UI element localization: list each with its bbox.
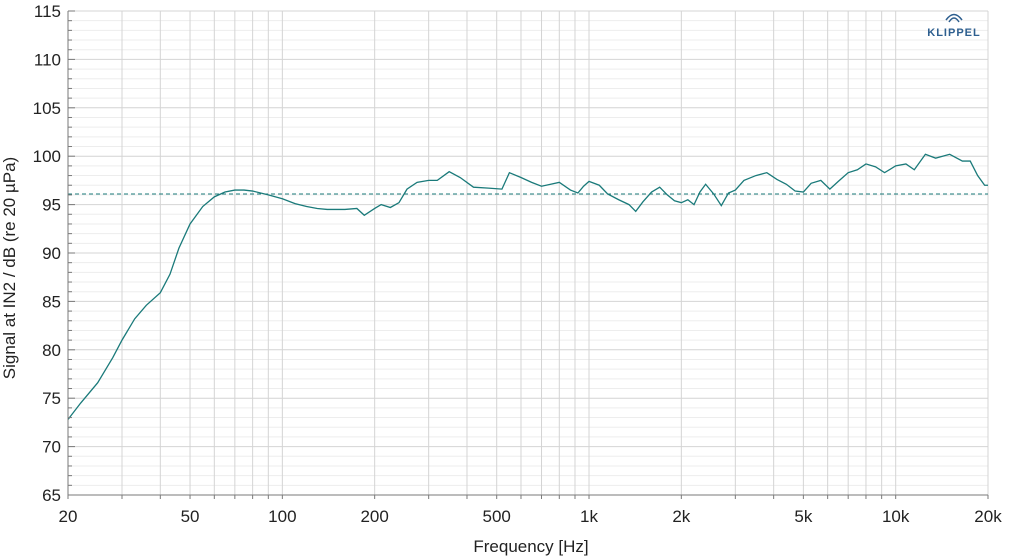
- y-tick-labels: 65 70 75 80 85 90 95 100 105 110 115: [33, 2, 61, 505]
- x-tick-label: 1k: [580, 507, 598, 526]
- y-tick-label: 95: [42, 196, 61, 215]
- series-line: [67, 153, 988, 420]
- y-tick-label: 75: [42, 389, 61, 408]
- y-tick-label: 65: [42, 486, 61, 505]
- x-tick-label: 50: [181, 507, 200, 526]
- x-tick-labels: 20 50 100 200 500 1k 2k 5k 10k 20k: [59, 507, 1003, 526]
- y-tick-label: 70: [42, 438, 61, 457]
- x-tick-label: 500: [483, 507, 511, 526]
- y-tick-label: 110: [34, 50, 61, 69]
- y-tick-label: 100: [33, 147, 61, 166]
- x-axis-title: Frequency [Hz]: [473, 537, 588, 556]
- klippel-logo: KLIPPEL: [927, 13, 980, 39]
- x-tick-label: 20: [59, 507, 78, 526]
- minor-grid: [68, 20, 988, 486]
- y-tick-label: 90: [42, 244, 61, 263]
- axes: [67, 10, 989, 499]
- x-tick-label: 100: [268, 507, 296, 526]
- y-tick-label: 105: [33, 99, 61, 118]
- y-axis-title: Signal at IN2 / dB (re 20 µPa): [0, 157, 19, 379]
- x-tick-label: 20k: [974, 507, 1002, 526]
- logo-arc-icon: [945, 13, 963, 23]
- x-tick-label: 5k: [794, 507, 812, 526]
- logo-text: KLIPPEL: [927, 27, 980, 39]
- y-tick-label: 115: [34, 2, 61, 21]
- y-tick-label: 80: [42, 341, 61, 360]
- x-tick-label: 200: [360, 507, 388, 526]
- y-tick-label: 85: [42, 292, 61, 311]
- x-tick-label: 2k: [672, 507, 690, 526]
- x-tick-label: 10k: [882, 507, 910, 526]
